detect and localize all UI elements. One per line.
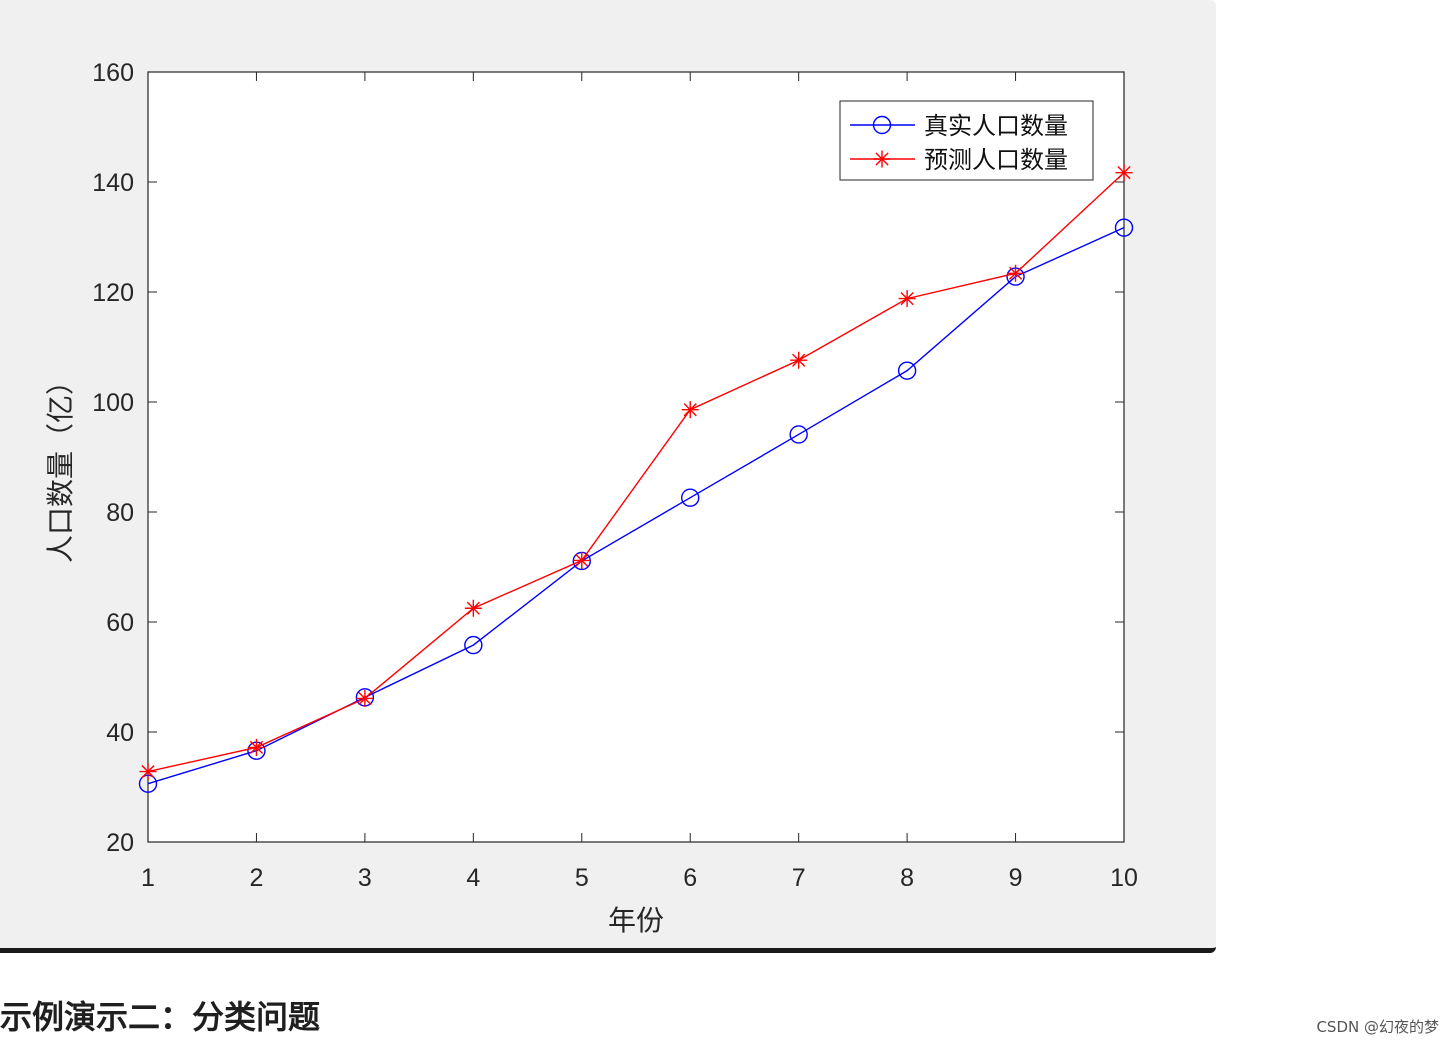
data-point — [573, 551, 591, 569]
x-tick-label: 3 — [358, 864, 372, 892]
x-tick-label: 10 — [1110, 864, 1138, 892]
y-tick-label: 80 — [106, 499, 134, 527]
line-chart: 20 40 60 80 100 120 140 160 1 2 3 4 5 6 7 8 9 10 年份 人口数量（亿）… — [44, 59, 1138, 937]
series-line — [147, 227, 1125, 785]
legend-label: 预测人口数量 — [924, 146, 1068, 174]
data-point — [1114, 218, 1134, 237]
y-tick-label: 20 — [106, 829, 134, 857]
y-tick-label: 160 — [92, 59, 134, 87]
data-point — [464, 599, 482, 617]
data-point — [681, 401, 699, 419]
y-axis-label: 人口数量（亿） — [44, 367, 77, 563]
legend-marker — [873, 150, 891, 168]
data-point — [247, 738, 265, 756]
data-point — [681, 488, 700, 507]
figure-panel: 20 40 60 80 100 120 140 160 1 2 3 4 5 6 7 8 9 10 年份 人口数量（亿）… — [0, 0, 1216, 953]
axes-box — [147, 71, 1125, 843]
data-point — [790, 351, 808, 369]
y-tick-label: 60 — [106, 609, 134, 637]
data-point — [789, 425, 808, 444]
x-tick-label: 4 — [466, 864, 480, 892]
data-point — [356, 689, 374, 707]
x-tick-label: 5 — [575, 864, 589, 892]
series-2 — [139, 164, 1133, 781]
watermark: CSDN @幻夜的梦 — [1316, 1018, 1439, 1036]
section-heading: 示例演示二：分类问题 — [0, 998, 321, 1036]
x-tick-label: 8 — [900, 864, 914, 892]
plot-area — [148, 72, 1124, 842]
x-tick-label: 7 — [792, 864, 806, 892]
data-point — [1007, 264, 1025, 282]
legend-label: 真实人口数量 — [924, 112, 1068, 140]
data-point — [139, 763, 157, 781]
data-point — [898, 290, 916, 308]
x-tick-label: 9 — [1009, 864, 1023, 892]
x-tick-label: 2 — [249, 864, 263, 892]
data-point — [464, 635, 483, 655]
x-tick-label: 6 — [683, 864, 697, 892]
y-tick-label: 120 — [92, 279, 134, 307]
series-line — [147, 172, 1125, 773]
y-tick-label: 100 — [92, 389, 134, 417]
x-tick-label: 1 — [141, 864, 155, 892]
x-axis-label: 年份 — [608, 904, 664, 937]
legend-marker — [872, 115, 892, 135]
data-point — [1115, 164, 1133, 182]
data-point — [897, 361, 917, 380]
series-1 — [138, 218, 1134, 793]
y-tick-label: 140 — [92, 169, 134, 197]
y-tick-label: 40 — [106, 719, 134, 747]
